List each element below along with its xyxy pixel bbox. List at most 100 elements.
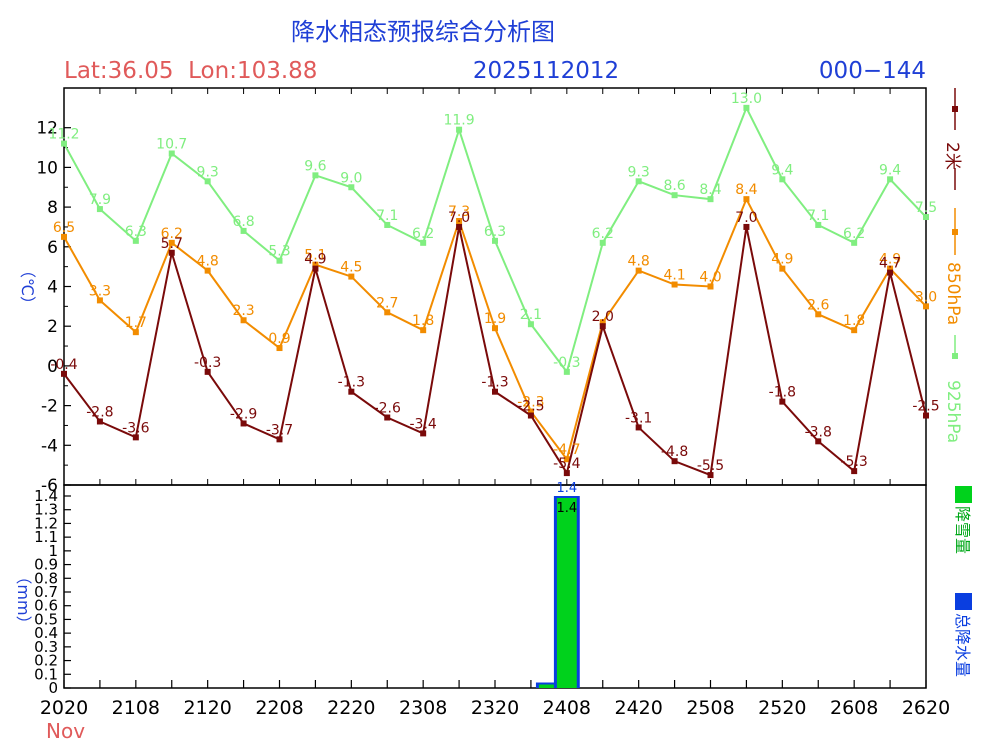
point-925hpa	[563, 368, 570, 375]
point-925hpa	[96, 206, 103, 213]
label-925hpa: 8.4	[699, 182, 721, 198]
label-850hpa: 2.3	[232, 303, 254, 319]
label-850hpa: 1.8	[843, 313, 865, 329]
label-2m: -1.3	[338, 375, 365, 391]
point-925hpa	[348, 184, 355, 191]
precip-y-axis-label: （mm）	[14, 568, 33, 631]
legend-925-label: 925hPa	[943, 380, 963, 443]
point-850hpa	[743, 196, 750, 203]
point-2m	[599, 323, 606, 330]
label-925hpa: 7.1	[376, 208, 398, 224]
label-2m: -2.5	[912, 399, 939, 415]
precip-ytick-label: 0.7	[34, 583, 58, 601]
label-850hpa: 4.5	[340, 260, 362, 276]
point-925hpa	[61, 140, 67, 147]
temp-ytick-label: 12	[36, 119, 58, 139]
point-2m	[384, 414, 391, 421]
temperature-y-axis-label: （℃）	[18, 262, 37, 312]
legend-850: 850hPa	[943, 208, 963, 359]
label-925hpa: 6.8	[232, 214, 254, 230]
point-925hpa	[887, 176, 894, 183]
point-850hpa	[815, 311, 822, 318]
point-850hpa	[635, 267, 642, 274]
point-925hpa	[420, 239, 427, 246]
label-925hpa: 9.3	[197, 164, 219, 180]
point-925hpa	[743, 104, 750, 111]
label-850hpa: 3.3	[89, 283, 111, 299]
point-2m	[61, 370, 67, 377]
legend-850-label: 850hPa	[943, 262, 963, 325]
point-850hpa	[599, 319, 606, 326]
point-850hpa	[96, 297, 103, 304]
precip-ytick-label: 0	[48, 679, 58, 697]
temperature-lines	[61, 104, 929, 479]
point-2m	[887, 269, 894, 276]
label-925hpa: -0.3	[553, 355, 580, 371]
temperature-data-labels: 11.2 7.9 6.3 10.7 9.3 6.8 5.3 9.6 9.0 7.1 6.2 11.9 6…	[48, 91, 939, 474]
point-2m	[204, 368, 211, 375]
precip-ytick-label: 0.9	[34, 556, 58, 574]
point-925hpa	[923, 214, 929, 221]
label-850hpa: 1.7	[125, 315, 147, 331]
x-tick-label: 2320	[471, 697, 519, 719]
point-2m	[96, 418, 103, 425]
point-850hpa	[168, 239, 175, 246]
label-925hpa: 11.9	[443, 113, 474, 129]
temp-ytick-label: 0	[47, 357, 58, 377]
point-2m	[420, 430, 427, 437]
legend-total: 总降水量	[953, 593, 972, 677]
precip-ytick-label: 0.8	[34, 569, 58, 587]
point-850hpa	[563, 456, 570, 463]
x-tick-label: 2620	[902, 697, 950, 719]
point-850hpa	[204, 267, 211, 274]
legend-2m-label: 2米	[942, 142, 962, 170]
precip-ytick-label: 1	[48, 542, 58, 560]
snowfall-bar	[556, 498, 577, 688]
forecast-range-label: 000−144	[819, 58, 926, 84]
point-850hpa	[851, 327, 858, 334]
label-850hpa: 7.3	[448, 204, 470, 220]
x-tick-label: 2508	[686, 697, 734, 719]
label-2m: -4.8	[661, 444, 688, 460]
point-850hpa	[456, 217, 463, 224]
label-2m: -3.8	[805, 424, 832, 440]
label-925hpa: 9.6	[304, 158, 326, 174]
point-850hpa	[779, 265, 786, 272]
label-2m: -1.8	[769, 385, 796, 401]
label-2m: -5.5	[697, 458, 724, 474]
point-2m	[923, 412, 929, 419]
label-2m: -2.6	[374, 401, 401, 417]
point-925hpa	[707, 196, 714, 203]
label-925hpa: 6.3	[484, 224, 506, 240]
label-2m: -2.9	[230, 406, 257, 422]
total-precip-label: 1.4	[556, 481, 577, 496]
point-925hpa	[456, 126, 463, 133]
x-tick-label: 2208	[255, 697, 303, 719]
snowfall-label: 1.4	[556, 501, 577, 516]
point-925hpa	[599, 239, 606, 246]
precip-panel-frame	[63, 484, 927, 689]
label-850hpa: 1.9	[484, 311, 506, 327]
label-2m: -3.6	[122, 420, 149, 436]
point-850hpa	[384, 309, 391, 316]
label-850hpa: 0.9	[268, 331, 290, 347]
point-925hpa	[851, 239, 858, 246]
point-925hpa	[384, 221, 391, 228]
label-925hpa: 6.2	[592, 226, 614, 242]
label-850hpa: 6.5	[53, 220, 75, 236]
temperature-y-axis: -6 -4 -2 0 2 4 6 8 10 12	[36, 119, 71, 496]
chart-title: 降水相态预报综合分析图	[291, 18, 555, 46]
temp-ytick-label: -6	[41, 476, 58, 496]
init-time-label: 2025112012	[473, 58, 619, 84]
point-850hpa	[923, 303, 929, 310]
label-2m: -1.3	[481, 375, 508, 391]
label-850hpa: 4.1	[663, 268, 685, 284]
point-925hpa	[815, 221, 822, 228]
point-2m	[348, 388, 355, 395]
label-925hpa: 6.2	[412, 226, 434, 242]
point-2m	[168, 249, 175, 256]
point-2m	[671, 458, 678, 465]
point-850hpa	[132, 329, 139, 336]
